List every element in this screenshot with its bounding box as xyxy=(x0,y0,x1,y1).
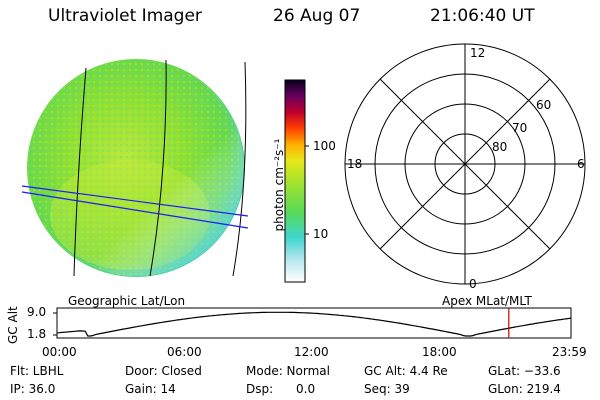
status-ip: IP: 36.0 xyxy=(10,382,56,396)
status-gain: Gain: 14 xyxy=(125,382,176,396)
instrument-title: Ultraviolet Imager xyxy=(48,6,202,26)
time-tick-1800: 18:00 xyxy=(422,345,457,359)
meridian-line xyxy=(232,61,247,277)
altitude-ytick-9: 9.0 xyxy=(27,305,47,319)
polar-label-6: 6 xyxy=(577,157,585,171)
status-mode: Mode: Normal xyxy=(246,364,330,378)
status-dsp: Dsp: 0.0 xyxy=(246,382,316,396)
colorbar-gradient xyxy=(284,79,306,283)
colorbar-tick-100: 100 xyxy=(313,139,336,153)
colorbar-tick-10: 10 xyxy=(313,227,329,241)
status-glat: GLat: −33.6 xyxy=(488,364,561,378)
status-glon: GLon: 219.4 xyxy=(488,382,561,396)
polar-label-70: 70 xyxy=(512,121,528,135)
meridian-line xyxy=(73,67,87,277)
altitude-ytick-1: 1.8 xyxy=(27,327,47,341)
time-tick-0600: 06:00 xyxy=(167,345,202,359)
polar-label-18: 18 xyxy=(347,157,363,171)
polar-label-60: 60 xyxy=(536,98,552,112)
earth-disk xyxy=(27,59,245,277)
altitude-plot-frame xyxy=(56,307,572,339)
polar-label-12: 12 xyxy=(470,46,486,60)
time-tick-1200: 12:00 xyxy=(294,345,329,359)
polar-label-0: 0 xyxy=(469,277,477,291)
geographic-label: Geographic Lat/Lon xyxy=(68,294,186,308)
altitude-ylabel: GC Alt xyxy=(6,306,20,344)
status-door: Door: Closed xyxy=(125,364,202,378)
time-tick-0000: 00:00 xyxy=(42,345,77,359)
latitude-line xyxy=(21,185,249,217)
apex-label: Apex MLat/MLT xyxy=(442,294,532,308)
polar-label-80: 80 xyxy=(492,140,508,154)
meridian-line xyxy=(149,59,167,277)
status-gcalt: GC Alt: 4.4 Re xyxy=(364,364,448,378)
date-label: 26 Aug 07 xyxy=(273,6,361,26)
latitude-line xyxy=(21,191,249,229)
time-tick-2359: 23:59 xyxy=(552,345,587,359)
status-seq: Seq: 39 xyxy=(364,382,410,396)
status-flt: Flt: LBHL xyxy=(10,364,64,378)
polar-diagonal xyxy=(379,78,551,250)
time-label: 21:06:40 UT xyxy=(430,6,535,26)
altitude-curve xyxy=(56,311,572,337)
